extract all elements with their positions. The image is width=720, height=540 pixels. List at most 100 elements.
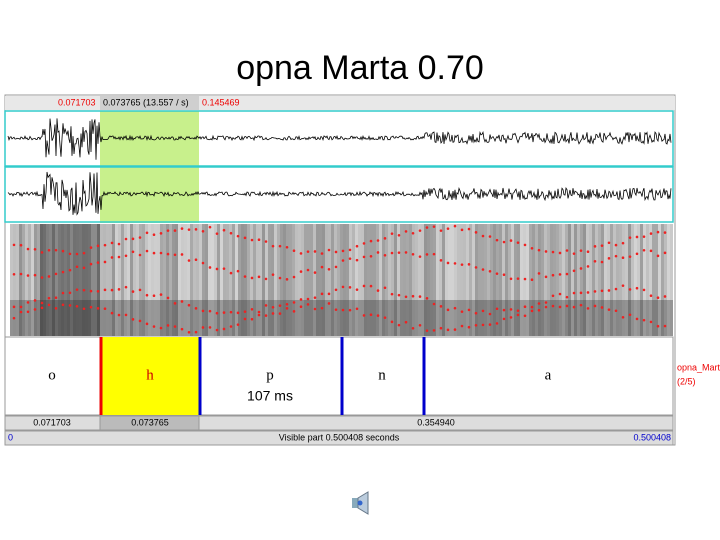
formant-dot (243, 236, 247, 240)
formant-dot (649, 320, 653, 324)
formant-dot (250, 317, 254, 321)
formant-dot (19, 305, 23, 309)
formant-dot (278, 304, 282, 307)
formant-dot (320, 306, 324, 310)
formant-dot (96, 307, 100, 310)
visible-end: 0.500408 (633, 432, 671, 442)
selection-duration: 0.073765 (13.557 / s) (103, 97, 189, 107)
formant-dot (194, 307, 198, 310)
formant-dot (600, 260, 604, 264)
spectrogram-column (304, 224, 307, 336)
formant-dot (271, 273, 275, 276)
formant-dot (145, 249, 149, 253)
formant-dot (292, 275, 296, 279)
time-bar-right[interactable] (198, 415, 674, 431)
formant-dot (40, 251, 44, 254)
formant-dot (600, 306, 604, 309)
formant-dot (649, 249, 653, 253)
formant-dot (390, 320, 394, 324)
formant-dot (292, 310, 296, 313)
spectrogram-column (433, 224, 436, 336)
spectrogram-column (139, 224, 142, 336)
formant-dot (579, 291, 583, 295)
formant-dot (649, 294, 653, 298)
formant-dot (166, 324, 170, 327)
formant-dot (488, 235, 492, 238)
spectrogram-column (157, 224, 160, 336)
formant-dot (663, 231, 667, 234)
formant-dot (390, 232, 394, 235)
formant-dot (173, 229, 177, 232)
formant-dot (264, 240, 268, 243)
formant-dot (82, 251, 86, 255)
formant-dot (474, 231, 478, 234)
spectrogram-column (631, 224, 634, 336)
spectrogram-column (37, 224, 40, 336)
formant-dot (257, 238, 261, 242)
formant-dot (544, 305, 548, 309)
formant-dot (208, 309, 212, 313)
visible-bar[interactable] (4, 430, 674, 446)
formant-dot (12, 305, 16, 309)
spectrogram-column (559, 224, 562, 336)
spectrogram-column (169, 224, 172, 336)
spectrogram-column (154, 224, 157, 336)
formant-dot (656, 324, 660, 328)
formant-dot (124, 313, 128, 317)
formant-dot (250, 276, 254, 280)
spectrogram-column (238, 224, 241, 336)
formant-dot (12, 272, 16, 276)
formant-dot (642, 318, 646, 322)
spectrogram-column (613, 224, 616, 336)
formant-dot (285, 245, 289, 249)
formant-dot (558, 273, 562, 276)
formant-dot (558, 292, 562, 296)
spectrogram-column (544, 224, 547, 336)
interval-label: h (146, 367, 154, 383)
formant-dot (54, 248, 58, 252)
formant-dot (40, 276, 44, 279)
formant-dot (47, 248, 51, 252)
spectrogram-column (127, 224, 130, 336)
formant-dot (572, 269, 576, 273)
formant-dot (61, 270, 65, 274)
formant-dot (68, 304, 72, 307)
formant-dot (334, 288, 338, 292)
formant-dot (607, 289, 611, 292)
formant-dot (376, 314, 380, 317)
formant-dot (299, 305, 303, 309)
formant-dot (390, 292, 394, 296)
formant-dot (481, 234, 485, 238)
spectrogram-column (502, 224, 505, 336)
slide-title: opna Marta 0.70 (236, 49, 484, 87)
spectrogram-column (346, 224, 349, 336)
formant-dot (516, 313, 520, 317)
formant-dot (215, 328, 219, 332)
speaker-icon[interactable] (352, 491, 369, 515)
formant-dot (117, 313, 121, 317)
spectrogram-texture (10, 224, 673, 336)
spectrogram-column (337, 224, 340, 336)
spectrogram-column (334, 224, 337, 336)
spectrogram-burst (40, 224, 100, 336)
formant-dot (82, 266, 86, 270)
spectrogram-column (202, 224, 205, 336)
formant-dot (348, 308, 352, 312)
spectrogram-column (469, 224, 472, 336)
formant-dot (614, 287, 618, 291)
interval-duration: 107 ms (247, 388, 293, 404)
formant-dot (117, 242, 121, 246)
formant-dot (376, 251, 380, 254)
formant-dot (222, 311, 226, 314)
spectrogram-column (562, 224, 565, 336)
spectrogram-column (55, 224, 58, 336)
formant-dot (313, 271, 317, 274)
formant-dot (453, 262, 457, 265)
spectrogram-column (394, 224, 397, 336)
formant-dot (173, 302, 177, 305)
formant-dot (509, 239, 513, 242)
formant-dot (222, 267, 226, 270)
spectrogram-column (298, 224, 301, 336)
formant-dot (537, 272, 541, 275)
spectrogram-column (379, 224, 382, 336)
